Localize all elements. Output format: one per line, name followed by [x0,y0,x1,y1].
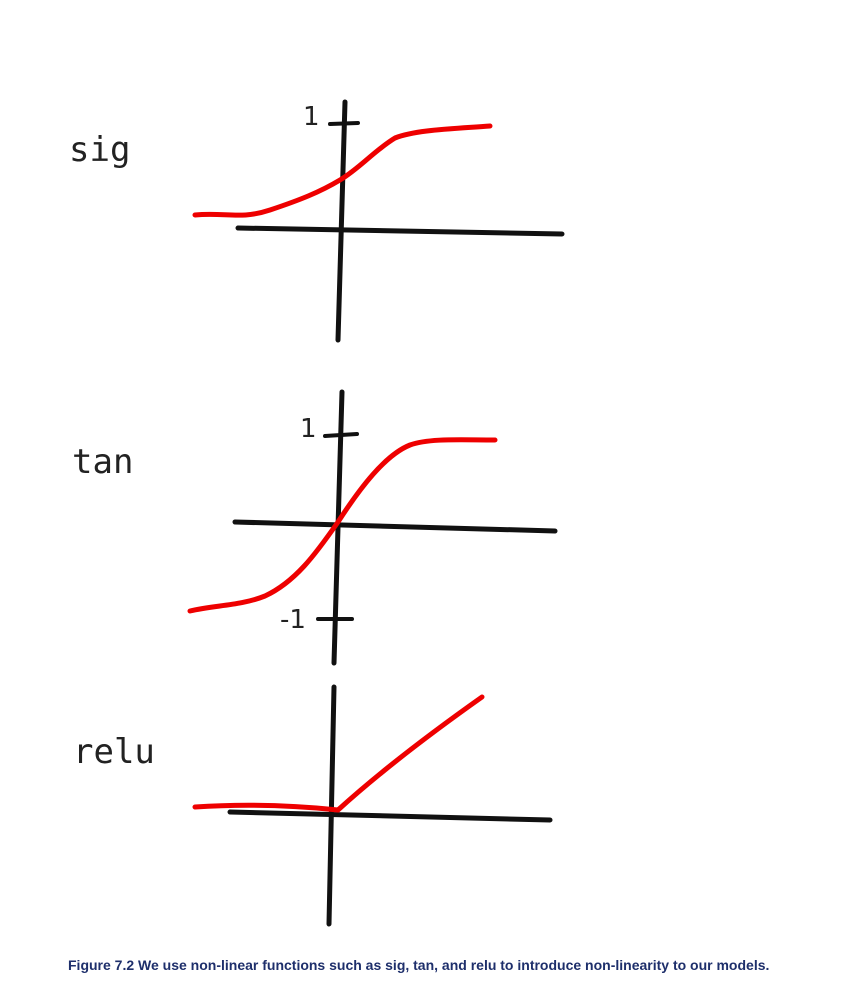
sig-tick-one [328,121,360,126]
tan-panel: 1 -1 [187,389,558,666]
relu-label: relu [73,732,155,772]
tan-curve [187,437,498,614]
tan-x-axis [232,519,558,534]
relu-x-axis [227,809,553,823]
relu-curve [192,694,485,813]
tan-tick-minus-one-label: -1 [280,605,306,635]
sig-curve [192,123,493,218]
sig-panel: 1 [192,99,565,343]
sig-tick-one-label: 1 [303,102,320,132]
tan-tick-one [323,432,359,438]
relu-panel [192,684,553,927]
sig-y-axis [335,99,348,343]
tan-label: tan [72,442,134,482]
figure-caption: Figure 7.2 We use non-linear functions s… [68,957,770,973]
sig-x-axis [235,225,565,237]
sig-label: sig [69,130,131,170]
tan-tick-one-label: 1 [300,414,317,444]
relu-y-axis [326,684,337,927]
